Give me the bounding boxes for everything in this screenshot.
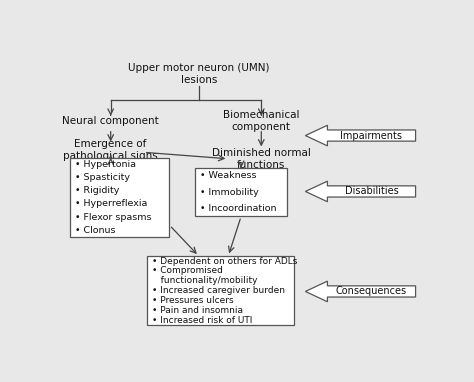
Polygon shape [305,181,416,202]
Text: • Weakness: • Weakness [200,172,256,181]
Polygon shape [305,125,416,146]
Text: • Compromised: • Compromised [152,267,223,275]
FancyBboxPatch shape [147,256,294,325]
Text: • Clonus: • Clonus [75,226,115,235]
Text: • Incoordination: • Incoordination [200,204,276,213]
Text: Emergence of
pathological signs: Emergence of pathological signs [64,139,158,161]
Text: Impairments: Impairments [340,131,402,141]
Text: • Increased caregiver burden: • Increased caregiver burden [152,286,285,295]
Text: • Increased risk of UTI: • Increased risk of UTI [152,316,252,325]
Text: • Pressures ulcers: • Pressures ulcers [152,296,234,305]
Text: Neural component: Neural component [62,116,159,126]
Text: Upper motor neuron (UMN)
lesions: Upper motor neuron (UMN) lesions [128,63,270,84]
Text: Diminished normal
functions: Diminished normal functions [212,148,311,170]
Text: • Dependent on others for ADLs: • Dependent on others for ADLs [152,257,297,265]
Text: • Flexor spasms: • Flexor spasms [75,213,151,222]
Text: • Immobility: • Immobility [200,188,258,197]
Text: • Pain and insomnia: • Pain and insomnia [152,306,243,315]
Polygon shape [305,281,416,302]
Text: • Hyperreflexia: • Hyperreflexia [75,199,147,209]
Text: • Hypertonia: • Hypertonia [75,160,136,169]
Text: • Spasticity: • Spasticity [75,173,130,182]
Text: Biomechanical
component: Biomechanical component [223,110,300,132]
Text: functionality/mobility: functionality/mobility [152,276,257,285]
FancyBboxPatch shape [70,158,170,237]
Text: Consequences: Consequences [336,286,407,296]
Text: • Rigidity: • Rigidity [75,186,119,195]
FancyBboxPatch shape [195,168,287,217]
Text: Disabilities: Disabilities [345,186,398,196]
